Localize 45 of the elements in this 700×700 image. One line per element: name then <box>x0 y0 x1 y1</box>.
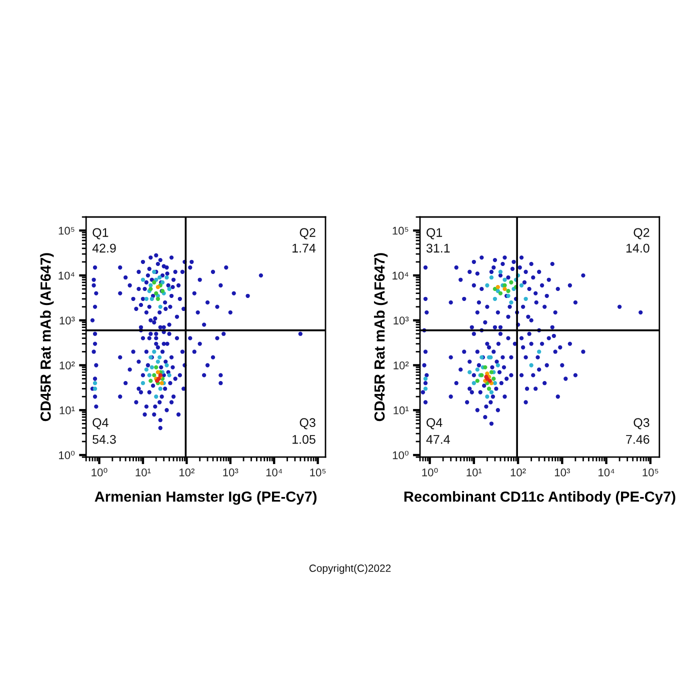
x-axis-title: Armenian Hamster IgG (PE-Cy7) <box>94 491 317 505</box>
y-tick-label: 10⁰ <box>59 450 75 460</box>
y-tick-label: 10² <box>60 362 75 370</box>
text: Copyright(C)2022 <box>309 564 391 574</box>
annotation: 1.74 <box>292 244 316 252</box>
y-tick-label: 10¹ <box>60 406 75 414</box>
x-tick-label: 10⁰ <box>422 468 438 476</box>
x-tick-label: 10⁰ <box>92 468 108 476</box>
annotation: Q3 <box>300 418 316 430</box>
y-axis-title: CD45R Rat mAb (AF647) <box>40 253 54 422</box>
annotation: Q1 <box>92 228 108 240</box>
y-tick-label: 10³ <box>60 316 75 324</box>
x-tick-label: 10⁵ <box>310 468 326 476</box>
annotation: Q4 <box>426 418 442 430</box>
y-tick-label: 10² <box>394 362 409 370</box>
annotation: 1.05 <box>292 434 316 444</box>
y-tick-label: 10⁴ <box>392 272 408 280</box>
annotation: 47.4 <box>426 435 450 444</box>
y-axis-title: CD45R Rat mAb (AF647) <box>374 253 388 422</box>
annotation: Q2 <box>634 228 650 240</box>
x-tick-label: 10⁴ <box>598 468 614 476</box>
annotation: 7.46 <box>626 434 650 444</box>
x-tick-label: 10¹ <box>136 468 151 476</box>
x-tick-label: 10⁴ <box>266 468 282 476</box>
x-tick-label: 10¹ <box>466 468 482 476</box>
x-tick-label: 10² <box>179 468 194 476</box>
y-tick-label: 10⁵ <box>58 226 74 235</box>
annotation: Q4 <box>92 418 108 430</box>
annotation: 31.1 <box>426 244 450 253</box>
y-tick-label: 10³ <box>394 316 409 324</box>
x-tick-label: 10² <box>510 468 526 476</box>
x-tick-label: 10³ <box>554 468 570 476</box>
annotation: 14.0 <box>626 244 650 253</box>
annotation: 54.3 <box>92 434 116 444</box>
annotation: 42.9 <box>92 244 116 253</box>
annotation: Q2 <box>300 228 316 240</box>
y-tick-label: 10¹ <box>394 406 409 414</box>
x-tick-label: 10⁵ <box>642 468 658 476</box>
annotation: Q3 <box>634 418 650 430</box>
y-tick-label: 10⁴ <box>58 272 74 280</box>
x-tick-label: 10³ <box>223 468 238 476</box>
annotation: Q1 <box>426 228 442 240</box>
x-axis-title: Recombinant CD11c Antibody (PE-Cy7) <box>404 491 676 505</box>
y-tick-label: 10⁵ <box>392 226 408 235</box>
y-tick-label: 10⁰ <box>392 450 409 460</box>
